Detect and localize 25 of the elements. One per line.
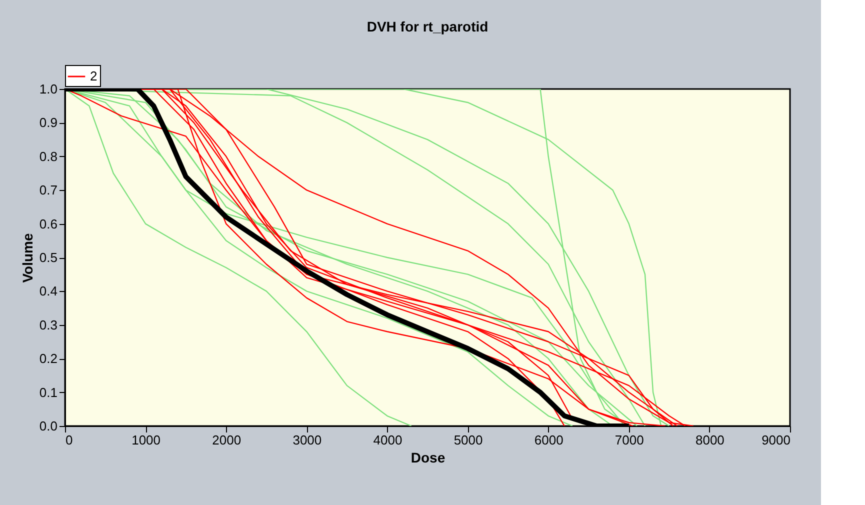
- x-tick-label: 2000: [212, 432, 242, 448]
- x-tick-label: 5000: [454, 432, 483, 448]
- x-tick-label: 9000: [762, 432, 790, 448]
- x-tick-label: 1000: [132, 432, 161, 448]
- x-tick-label: 8000: [695, 432, 724, 448]
- x-tick-label: 3000: [292, 432, 322, 448]
- y-tick-label: 0.5: [39, 250, 58, 265]
- y-axis-title: Volume: [19, 233, 36, 283]
- legend-label: 2: [90, 68, 98, 84]
- y-tick-label: 0.9: [39, 115, 58, 130]
- y-tick-label: 1.0: [39, 82, 58, 96]
- y-tick-label: 0.7: [39, 182, 58, 198]
- y-tick-label: 0.8: [39, 148, 58, 164]
- x-tick-label: 6000: [534, 432, 564, 448]
- y-tick-label: 0.0: [39, 418, 58, 434]
- x-axis-title: Dose: [410, 450, 446, 466]
- chart-title: DVH for rt_parotid: [366, 18, 488, 34]
- x-tick-label: 0: [66, 432, 73, 448]
- y-tick-label: 0.6: [39, 216, 58, 232]
- x-tick-label: 4000: [373, 432, 402, 448]
- y-tick-label: 0.2: [39, 351, 58, 366]
- x-tick-label: 7000: [614, 432, 644, 448]
- y-tick-label: 0.1: [39, 384, 58, 400]
- y-tick-label: 0.4: [39, 284, 58, 299]
- y-tick-label: 0.3: [39, 317, 58, 332]
